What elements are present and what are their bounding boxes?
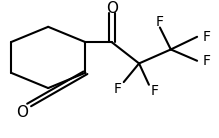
- Text: O: O: [106, 1, 118, 16]
- Text: F: F: [156, 15, 164, 29]
- Text: F: F: [114, 82, 122, 96]
- Text: F: F: [150, 84, 158, 98]
- Text: O: O: [16, 104, 28, 120]
- Text: F: F: [203, 30, 211, 44]
- Text: F: F: [203, 54, 211, 68]
